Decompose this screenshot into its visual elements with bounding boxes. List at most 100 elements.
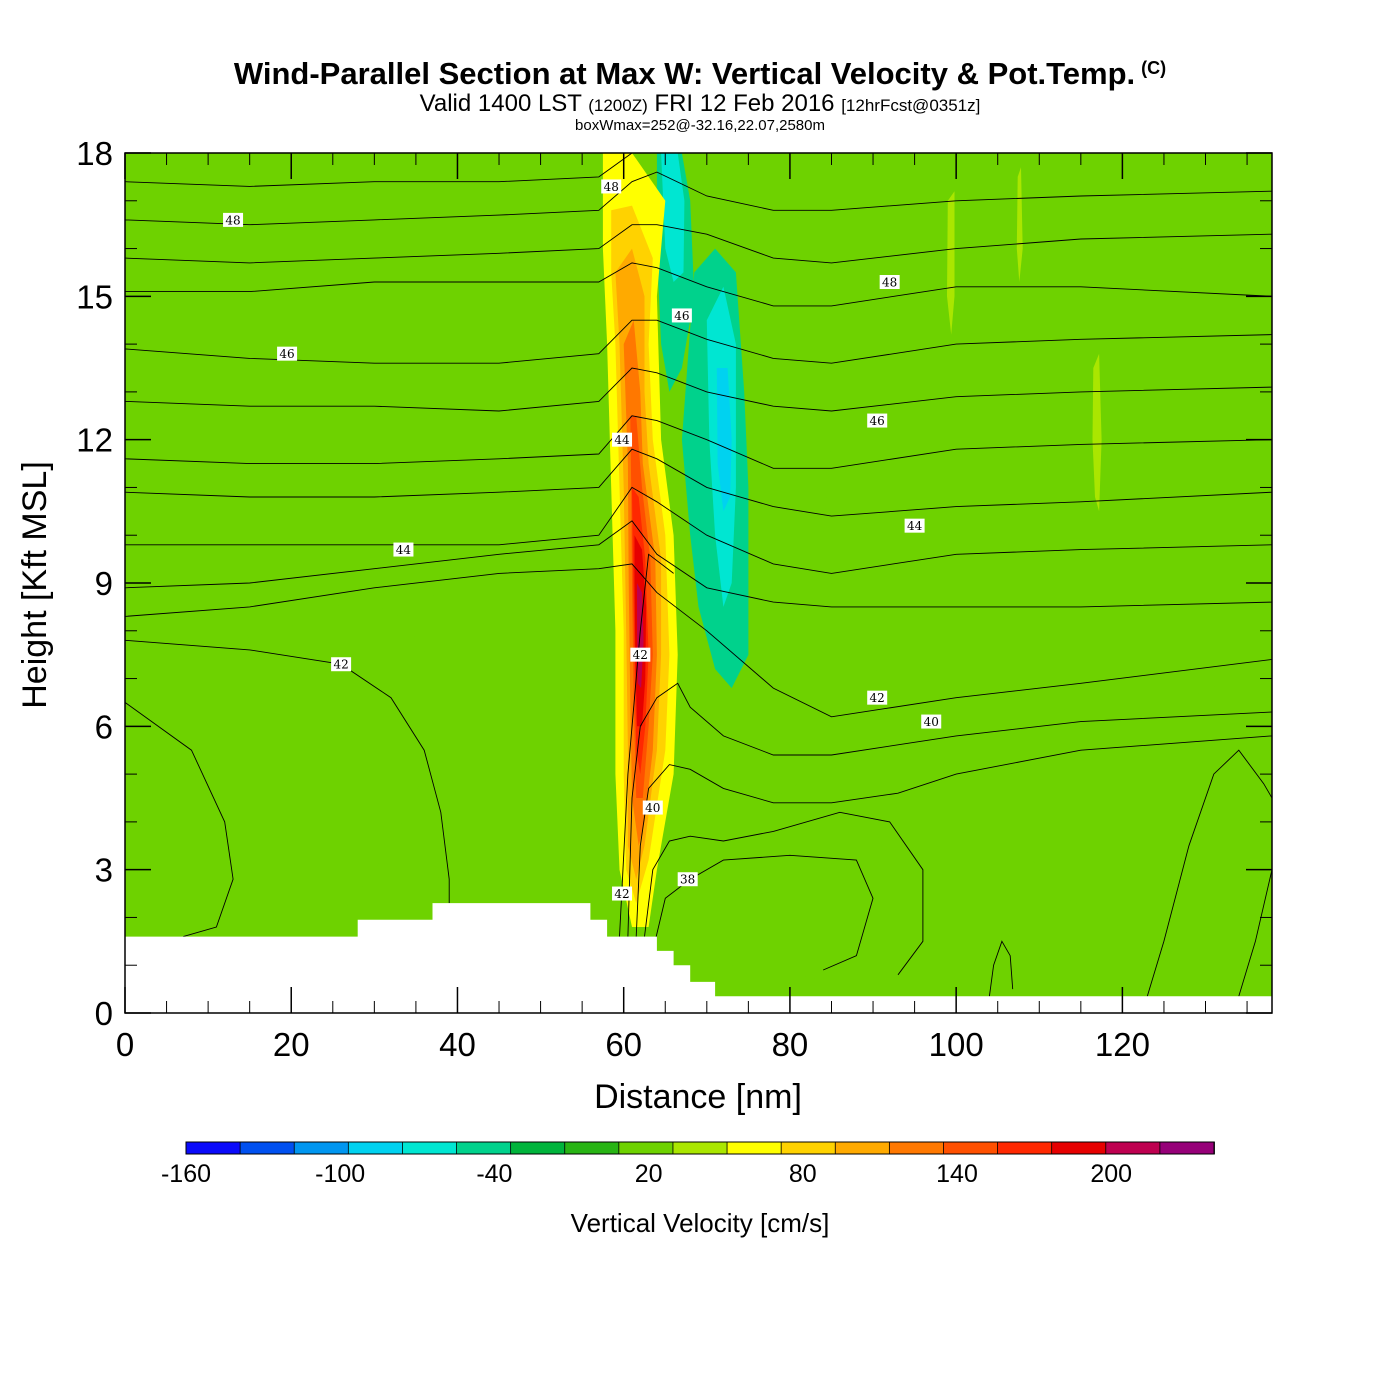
- contour-label-layer: 48 48 48 46 46 46 44 44 44 42 42 42 42 40 40 38: [223, 179, 942, 901]
- title-block: Wind-Parallel Section at Max W: Vertical…: [0, 50, 1400, 133]
- contour-label: 48: [879, 275, 900, 290]
- contour-label: 46: [867, 413, 888, 428]
- contour-label: 42: [612, 886, 633, 901]
- velocity-region: [947, 191, 955, 335]
- colorbar-swatch: [726, 1141, 783, 1155]
- svg-text:40: 40: [924, 715, 939, 729]
- svg-text:46: 46: [870, 414, 885, 428]
- theta-contour: [1146, 749, 1272, 997]
- theta-contour: [125, 319, 1272, 364]
- contour-label: 44: [612, 432, 633, 447]
- colorbar-tick-label: 80: [789, 1160, 817, 1188]
- theta-contour: [125, 262, 1272, 307]
- theta-contour: [125, 639, 450, 904]
- contour-label: 42: [867, 690, 888, 705]
- theta-contour: [619, 553, 674, 937]
- y-tick-label: 18: [76, 135, 113, 172]
- contour-label: 48: [223, 212, 244, 227]
- colorbar-label: Vertical Velocity [cm/s]: [571, 1208, 830, 1238]
- x-tick-label: 20: [273, 1026, 310, 1063]
- theta-contour: [644, 811, 924, 976]
- contour-label: 40: [921, 714, 942, 729]
- contour-label: 42: [331, 657, 352, 672]
- theta-contour: [1238, 869, 1272, 997]
- colorbar-tick-label: 200: [1090, 1160, 1132, 1188]
- colorbar-swatch: [672, 1141, 728, 1155]
- theta-contour: [125, 171, 1272, 226]
- velocity-region: [1022, 659, 1272, 997]
- colorbar-tick-label: -160: [161, 1160, 211, 1188]
- velocity-region: [432, 559, 524, 899]
- colorbar-swatch: [456, 1141, 512, 1155]
- svg-text:44: 44: [396, 543, 412, 557]
- y-tick-label: 3: [95, 852, 113, 889]
- colorbar-swatch: [1159, 1141, 1215, 1155]
- y-tick-labels: 0 3 6 9 12 15 18: [76, 135, 113, 1032]
- theta-contour: [125, 367, 1272, 412]
- theta-contour: [627, 682, 1272, 937]
- theta-contour: [635, 735, 1272, 937]
- valid-time-line: Valid 1400 LST (1200Z) FRI 12 Feb 2016 […: [0, 92, 1400, 118]
- valid-utc: (1200Z): [588, 96, 648, 115]
- colorbar-swatch: [564, 1141, 620, 1155]
- colorbar-swatch: [1051, 1141, 1107, 1155]
- theta-contour: [125, 520, 1272, 608]
- y-tick-label: 6: [95, 708, 113, 745]
- colorbar-swatch: [510, 1141, 566, 1155]
- velocity-region: [661, 153, 685, 282]
- x-tick-label: 120: [1095, 1026, 1150, 1063]
- velocity-region: [956, 382, 1015, 990]
- colorbar-frame: [185, 1141, 1215, 1155]
- y-tick-label: 12: [76, 422, 113, 459]
- velocity-fill-layer: [125, 153, 1272, 997]
- y-tick-label: 15: [76, 278, 113, 315]
- colorbar-swatch: [834, 1141, 891, 1155]
- chart-title: Wind-Parallel Section at Max W: Vertical…: [233, 56, 1136, 91]
- svg-text:38: 38: [680, 873, 695, 887]
- y-tick-label: 0: [95, 995, 113, 1032]
- colorbar-swatch: [888, 1141, 945, 1155]
- x-tick-label: 100: [929, 1026, 984, 1063]
- svg-text:44: 44: [907, 519, 923, 533]
- valid-date: FRI 12 Feb 2016: [654, 90, 835, 117]
- colorbar-tick-label: -100: [315, 1160, 365, 1188]
- colorbar-swatch: [239, 1141, 296, 1155]
- forecast-info: [12hrFcst@0351z]: [841, 96, 981, 115]
- colorbar-swatch: [997, 1141, 1053, 1155]
- svg-text:40: 40: [645, 801, 660, 815]
- svg-text:48: 48: [225, 213, 240, 227]
- colorbar-tick-label: -40: [476, 1160, 512, 1188]
- theta-contour: [988, 940, 1014, 997]
- theta-contour: [125, 415, 1272, 469]
- velocity-region: [1122, 153, 1272, 287]
- chart-title-line: Wind-Parallel Section at Max W: Vertical…: [0, 50, 1400, 92]
- x-tick-label: 80: [772, 1026, 809, 1063]
- valid-prefix: Valid 1400 LST: [419, 90, 582, 117]
- velocity-region: [125, 162, 250, 650]
- plot-area: 48 48 48 46 46 46 44 44 44 42 42 42 42 40 40 38: [124, 152, 1273, 1014]
- velocity-region: [716, 368, 732, 512]
- colorbar: -160 -100 -40 20 80 140 200: [161, 1141, 1215, 1188]
- contour-label: 44: [393, 542, 414, 557]
- y-tick-label: 9: [95, 565, 113, 602]
- x-tick-labels: 0 20 40 60 80 100 120: [116, 1026, 1150, 1063]
- colorbar-tick-label: 20: [635, 1160, 663, 1188]
- velocity-region: [125, 597, 433, 932]
- svg-text:42: 42: [633, 648, 648, 662]
- contour-label: 46: [277, 346, 298, 361]
- theta-contour: [125, 153, 633, 187]
- velocity-region: [1092, 353, 1102, 512]
- colorbar-swatch: [618, 1141, 674, 1155]
- svg-text:44: 44: [614, 433, 630, 447]
- svg-text:48: 48: [604, 180, 619, 194]
- velocity-region: [1016, 167, 1023, 282]
- x-tick-label: 40: [439, 1026, 476, 1063]
- copyright-mark: (C): [1141, 58, 1167, 78]
- x-tick-label: 0: [116, 1026, 134, 1063]
- tick-mark-layer: [124, 152, 1272, 1014]
- theta-contour: [125, 224, 1272, 264]
- svg-text:42: 42: [614, 887, 629, 901]
- theta-contour: [125, 486, 1272, 574]
- theta-contour: [125, 702, 234, 938]
